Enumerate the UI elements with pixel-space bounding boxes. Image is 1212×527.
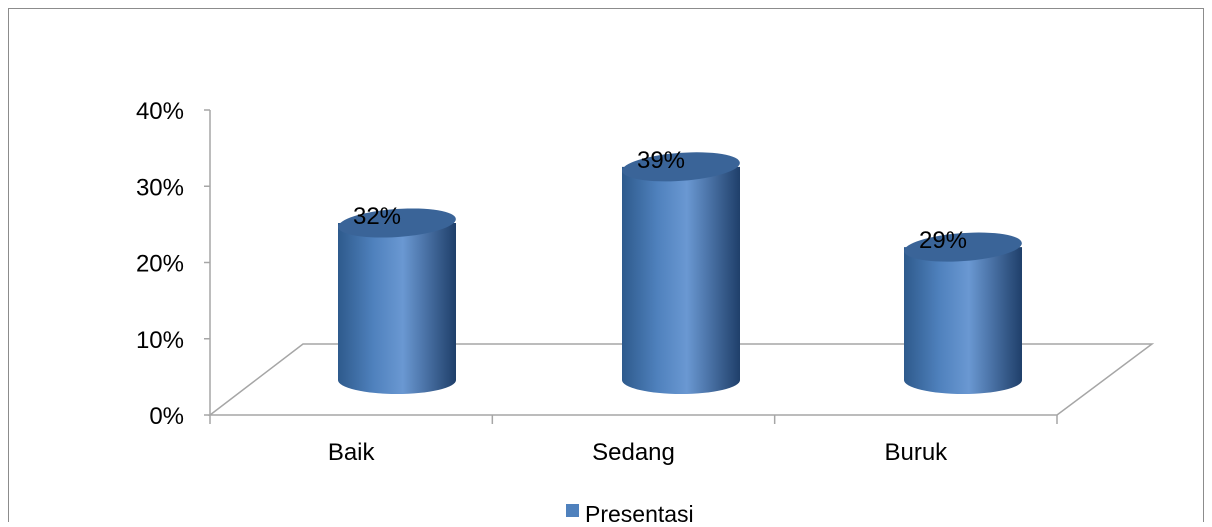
bar-series (338, 152, 1022, 394)
bar-sedang (622, 152, 740, 394)
legend: Presentasi (566, 501, 694, 527)
y-axis: 0% 10% 20% 30% 40% (136, 98, 210, 430)
data-label: 29% (919, 227, 967, 254)
data-labels: 32% 39% 29% (353, 147, 967, 254)
bar-body (904, 247, 1022, 394)
y-tick-label: 30% (136, 174, 184, 201)
bar-body (622, 166, 740, 394)
y-tick-label: 40% (136, 98, 184, 125)
x-tick-label: Baik (328, 439, 376, 466)
y-tick-label: 0% (149, 403, 184, 430)
bar-body (338, 223, 456, 394)
data-label: 32% (353, 203, 401, 230)
legend-swatch (566, 504, 579, 517)
y-tick-label: 10% (136, 327, 184, 354)
bar-top-cap (338, 208, 456, 238)
x-tick-label: Sedang (592, 439, 675, 466)
bar-baik (338, 208, 456, 394)
chart-border (8, 8, 1204, 527)
x-tick-label: Buruk (884, 439, 948, 466)
bar-buruk (904, 232, 1022, 394)
legend-label: Presentasi (585, 501, 694, 522)
bar-top-cap (904, 232, 1022, 262)
bar-top-cap (622, 152, 740, 182)
x-axis: Baik Sedang Buruk (209, 415, 1058, 466)
y-tick-label: 20% (136, 251, 184, 278)
data-label: 39% (637, 147, 685, 174)
